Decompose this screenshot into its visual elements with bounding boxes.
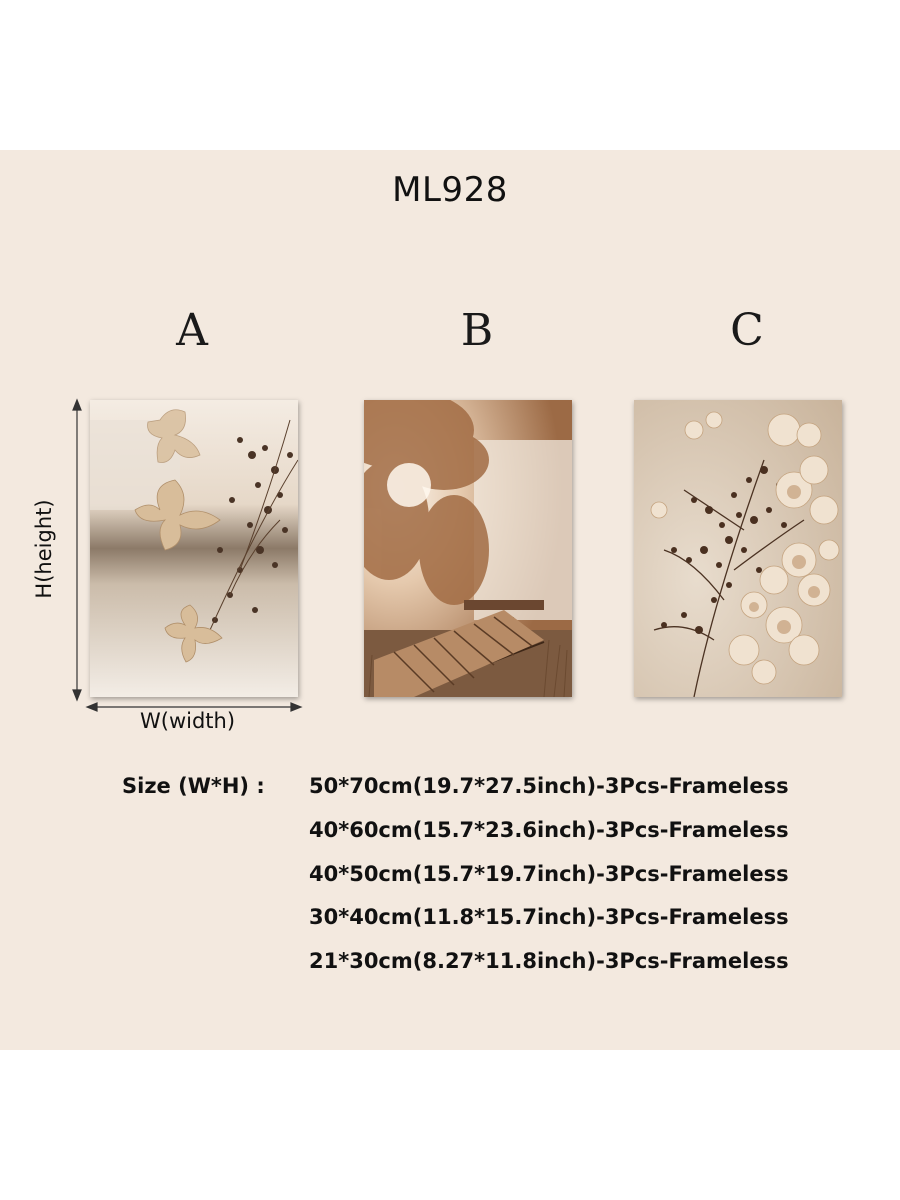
painting-c[interactable]	[634, 400, 842, 697]
variant-a-label: A	[176, 305, 208, 356]
painting-a-artwork	[90, 400, 298, 697]
variant-c-label: C	[730, 305, 764, 356]
painting-b-artwork	[364, 400, 572, 697]
height-label: H(height)	[32, 499, 56, 599]
size-option-1[interactable]: 50*70cm(19.7*27.5inch)-3Pcs-Frameless	[309, 774, 789, 798]
size-option-5[interactable]: 21*30cm(8.27*11.8inch)-3Pcs-Frameless	[309, 949, 789, 973]
size-option-2[interactable]: 40*60cm(15.7*23.6inch)-3Pcs-Frameless	[309, 818, 789, 842]
variant-b-label: B	[460, 305, 494, 356]
size-label: Size (W*H) :	[122, 774, 265, 798]
width-label: W(width)	[140, 709, 236, 733]
painting-a[interactable]	[90, 400, 298, 697]
size-option-4[interactable]: 30*40cm(11.8*15.7inch)-3Pcs-Frameless	[309, 905, 789, 929]
size-option-3[interactable]: 40*50cm(15.7*19.7inch)-3Pcs-Frameless	[309, 862, 789, 886]
painting-b[interactable]	[364, 400, 572, 697]
painting-c-artwork	[634, 400, 842, 697]
product-code-title: ML928	[392, 170, 508, 210]
